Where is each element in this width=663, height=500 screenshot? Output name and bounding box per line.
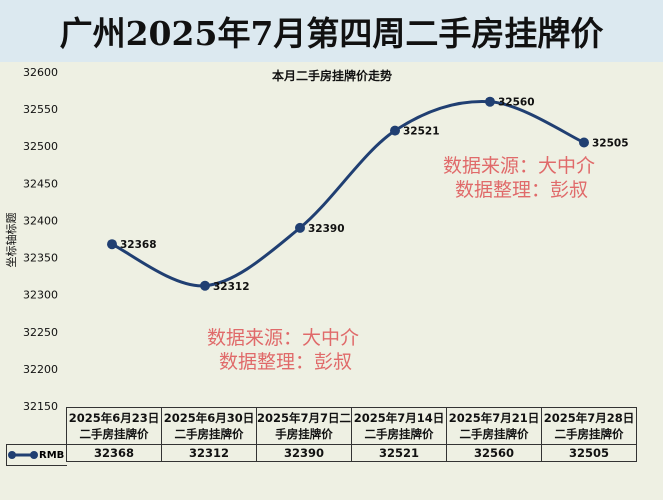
- legend: RMB: [6, 444, 67, 466]
- data-label: 32505: [592, 138, 629, 150]
- data-label: 32390: [308, 223, 345, 235]
- watermark-top: 数据来源：大中介 数据整理：彭叔: [443, 154, 595, 202]
- category-label: 2025年7月28日二手房挂牌价: [541, 407, 637, 445]
- y-axis-title: 坐标轴标题: [4, 213, 18, 268]
- data-label: 32560: [498, 97, 535, 109]
- page-title: 广州2025年7月第四周二手房挂牌价: [0, 0, 663, 62]
- data-point: [485, 96, 495, 107]
- data-point: [107, 239, 117, 250]
- category-label: 2025年7月21日二手房挂牌价: [446, 407, 542, 445]
- data-table: 2025年6月23日二手房挂牌价 2025年6月30日二手房挂牌价 2025年7月7…: [66, 407, 637, 462]
- line-chart: 本月二手房挂牌价走势 坐标轴标题 32150 32200 32250 32300 323…: [4, 66, 629, 413]
- table-value: 32560: [446, 444, 542, 462]
- series-line: [111, 99, 585, 288]
- y-tick-label: 32350: [23, 252, 58, 265]
- legend-marker-icon: [8, 451, 38, 459]
- data-point: [390, 125, 400, 136]
- y-tick-label: 32450: [23, 177, 58, 190]
- category-label: 2025年7月7日二手房挂牌价: [256, 407, 352, 445]
- y-tick-label: 32150: [23, 400, 58, 413]
- watermark-line2: 数据整理：彭叔: [455, 179, 589, 201]
- legend-label: RMB: [39, 449, 65, 461]
- data-label: 32521: [403, 126, 440, 138]
- data-label: 32368: [120, 239, 157, 251]
- category-label: 2025年6月23日二手房挂牌价: [66, 407, 162, 445]
- watermark-bottom: 数据来源：大中介 数据整理：彭叔: [207, 326, 359, 374]
- data-point: [579, 137, 589, 148]
- category-label: 2025年6月30日二手房挂牌价: [161, 407, 257, 445]
- watermark-line1: 数据来源：大中介: [207, 327, 360, 349]
- data-point: [200, 280, 210, 291]
- category-label: 2025年7月14日二手房挂牌价: [351, 407, 447, 445]
- y-tick-label: 32250: [23, 326, 58, 339]
- y-tick-label: 32600: [23, 66, 58, 79]
- table-value: 32505: [541, 444, 637, 462]
- table-value: 32521: [351, 444, 447, 462]
- y-tick-label: 32300: [23, 289, 58, 302]
- y-tick-label: 32550: [23, 103, 58, 116]
- y-tick-label: 32500: [23, 140, 58, 153]
- data-point: [295, 222, 305, 233]
- table-header-row: 2025年6月23日二手房挂牌价 2025年6月30日二手房挂牌价 2025年7月7…: [66, 407, 637, 445]
- table-value: 32390: [256, 444, 352, 462]
- table-value: 32368: [66, 444, 162, 462]
- watermark-line1: 数据来源：大中介: [443, 155, 596, 177]
- watermark-line2: 数据整理：彭叔: [219, 351, 353, 373]
- data-label: 32312: [213, 281, 250, 293]
- chart-title: 本月二手房挂牌价走势: [272, 68, 392, 83]
- table-value: 32312: [161, 444, 257, 462]
- y-tick-label: 32400: [23, 214, 58, 227]
- table-row: 32368 32312 32390 32521 32560 32505: [66, 444, 637, 462]
- y-tick-label: 32200: [23, 363, 58, 376]
